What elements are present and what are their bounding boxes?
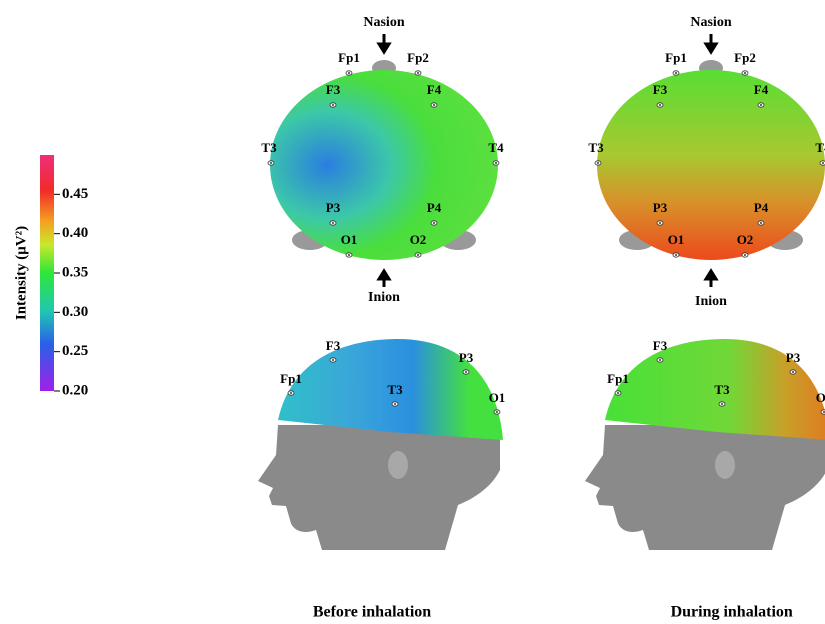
electrode-label: O1 [668, 232, 685, 247]
electrode-center [433, 104, 435, 106]
electrode-label: F3 [653, 82, 668, 97]
colorbar-label: Intensity (μV²) [13, 226, 29, 320]
panel-caption: Before inhalation [313, 604, 431, 621]
electrode-label: T3 [387, 382, 403, 397]
figure: Intensity (μV²) 0.45 0.40 0.35 0.30 0.25 0.20… [0, 0, 825, 624]
electrode-center [417, 254, 419, 256]
electrode-label: T4 [815, 140, 825, 155]
colorbar-tick-label: 0.30 [62, 304, 88, 320]
nasion-label: Nasion [363, 15, 404, 30]
electrode-label: T3 [588, 140, 604, 155]
electrode-label: F4 [427, 82, 442, 97]
electrode-label: F3 [326, 82, 341, 97]
electrode-label: T3 [714, 382, 730, 397]
electrode-center [332, 359, 334, 361]
colorbar-tick-label: 0.35 [62, 264, 88, 280]
colorbar-tick-label: 0.25 [62, 343, 88, 359]
head-silhouette [585, 425, 825, 550]
electrode-center [760, 104, 762, 106]
electrode-center [659, 104, 661, 106]
electrode-label: Fp1 [607, 371, 629, 386]
electrode-label: Fp2 [407, 50, 429, 65]
electrode-label: O2 [410, 232, 427, 247]
colorbar-tick-label: 0.40 [62, 225, 88, 241]
electrode-center [394, 403, 396, 405]
electrode-label: P3 [326, 200, 341, 215]
ear-side [715, 451, 735, 479]
electrode-label: F3 [326, 338, 341, 353]
electrode-label: P4 [427, 200, 442, 215]
arrow [706, 34, 716, 52]
electrode-center [496, 411, 498, 413]
electrode-center [792, 371, 794, 373]
electrode-center [495, 162, 497, 164]
electrode-label: F3 [653, 338, 668, 353]
arrow [379, 271, 389, 287]
electrode-label: Fp1 [665, 50, 687, 65]
electrode-center [617, 392, 619, 394]
panel-caption: During inhalation [671, 604, 793, 621]
electrode-center [433, 222, 435, 224]
electrode-center [417, 72, 419, 74]
electrode-label: P3 [459, 350, 474, 365]
electrode-center [659, 359, 661, 361]
inion-label: Inion [368, 290, 400, 305]
electrode-center [760, 222, 762, 224]
colorbar [40, 155, 54, 391]
electrode-center [332, 222, 334, 224]
electrode-center [744, 254, 746, 256]
electrode-label: F4 [754, 82, 769, 97]
electrode-center [721, 403, 723, 405]
electrode-label: O1 [816, 390, 825, 405]
electrode-center [744, 72, 746, 74]
electrode-label: O2 [737, 232, 754, 247]
electrode-center [290, 392, 292, 394]
electrode-label: O1 [341, 232, 358, 247]
electrode-center [597, 162, 599, 164]
electrode-label: P4 [754, 200, 769, 215]
ear-side [388, 451, 408, 479]
electrode-label: O1 [489, 390, 506, 405]
nasion-label: Nasion [690, 15, 731, 30]
electrode-label: Fp1 [280, 371, 302, 386]
electrode-label: P3 [786, 350, 801, 365]
electrode-center [675, 254, 677, 256]
arrow [706, 271, 716, 287]
inion-label: Inion [695, 294, 727, 309]
electrode-center [348, 72, 350, 74]
colorbar-tick-label: 0.20 [62, 382, 88, 398]
electrode-label: T4 [488, 140, 504, 155]
colorbar-tick-label: 0.45 [62, 186, 88, 202]
electrode-center [465, 371, 467, 373]
head-silhouette [258, 425, 500, 550]
electrode-label: T3 [261, 140, 277, 155]
electrode-label: Fp2 [734, 50, 756, 65]
electrode-center [822, 162, 824, 164]
electrode-center [348, 254, 350, 256]
electrode-label: Fp1 [338, 50, 360, 65]
electrode-label: P3 [653, 200, 668, 215]
electrode-center [675, 72, 677, 74]
electrode-center [270, 162, 272, 164]
head-top-map [597, 70, 825, 260]
head-top-map [270, 70, 498, 260]
electrode-center [332, 104, 334, 106]
electrode-center [659, 222, 661, 224]
arrow [379, 34, 389, 52]
